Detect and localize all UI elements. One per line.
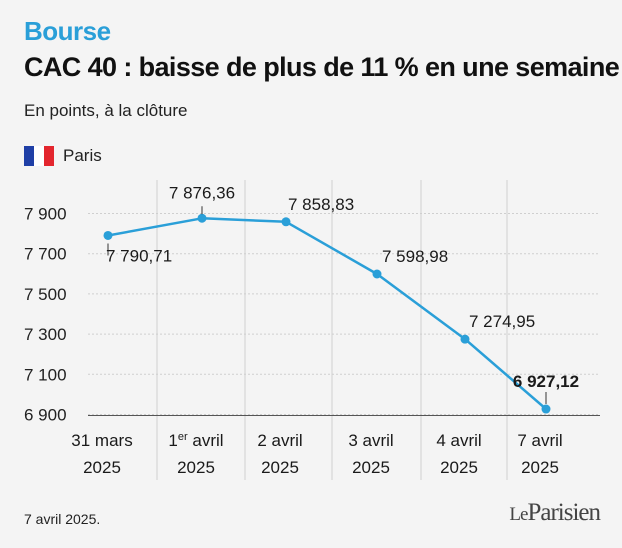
- data-label: 6 927,12: [513, 372, 579, 391]
- x-tick-label: 31 mars: [71, 431, 132, 450]
- chart-title: CAC 40 : baisse de plus de 11 % en une s…: [24, 52, 620, 82]
- x-tick-label: 4 avril: [436, 431, 481, 450]
- france-flag-icon: [24, 146, 54, 166]
- data-point: [460, 334, 470, 344]
- x-tick-label: 3 avril: [348, 431, 393, 450]
- x-tick-year-label: 2025: [177, 458, 215, 477]
- line-chart: 6 900 7 100 7 300 7 500 7 700 7 900 7 790,71 7 …: [24, 180, 600, 480]
- x-tick-label: 7 avril: [517, 431, 562, 450]
- data-label: 7 790,71: [106, 246, 172, 265]
- data-point: [281, 217, 291, 227]
- x-tick-label: 1er avril: [168, 431, 223, 450]
- x-tick-year-label: 2025: [521, 458, 559, 477]
- x-tick-label: 2 avril: [257, 431, 302, 450]
- data-label: 7 274,95: [469, 312, 535, 331]
- data-label: 7 858,83: [288, 195, 354, 214]
- legend-label: Paris: [63, 146, 102, 165]
- chart-kicker: Bourse: [24, 16, 111, 46]
- y-tick-label: 6 900: [24, 406, 67, 425]
- chart-subtitle: En points, à la clôture: [24, 101, 188, 120]
- data-point: [197, 213, 207, 223]
- y-tick-label: 7 500: [24, 285, 67, 304]
- x-tick-year-label: 2025: [261, 458, 299, 477]
- x-tick-year-label: 2025: [83, 458, 121, 477]
- legend: Paris: [24, 146, 102, 166]
- x-tick-year-label: 2025: [352, 458, 390, 477]
- series-line: [107, 217, 547, 410]
- x-tick-year-label: 2025: [440, 458, 478, 477]
- data-point: [541, 404, 551, 414]
- data-label: 7 598,98: [382, 247, 448, 266]
- data-label: 7 876,36: [169, 183, 235, 202]
- le-parisien-logo: LeParisien: [509, 499, 601, 526]
- y-tick-label: 7 100: [24, 365, 67, 384]
- data-point: [372, 269, 382, 279]
- footer-date: 7 avril 2025.: [24, 511, 101, 527]
- y-tick-label: 7 700: [24, 245, 67, 264]
- y-tick-label: 7 300: [24, 325, 67, 344]
- y-tick-label: 7 900: [24, 205, 67, 224]
- data-point: [103, 230, 113, 240]
